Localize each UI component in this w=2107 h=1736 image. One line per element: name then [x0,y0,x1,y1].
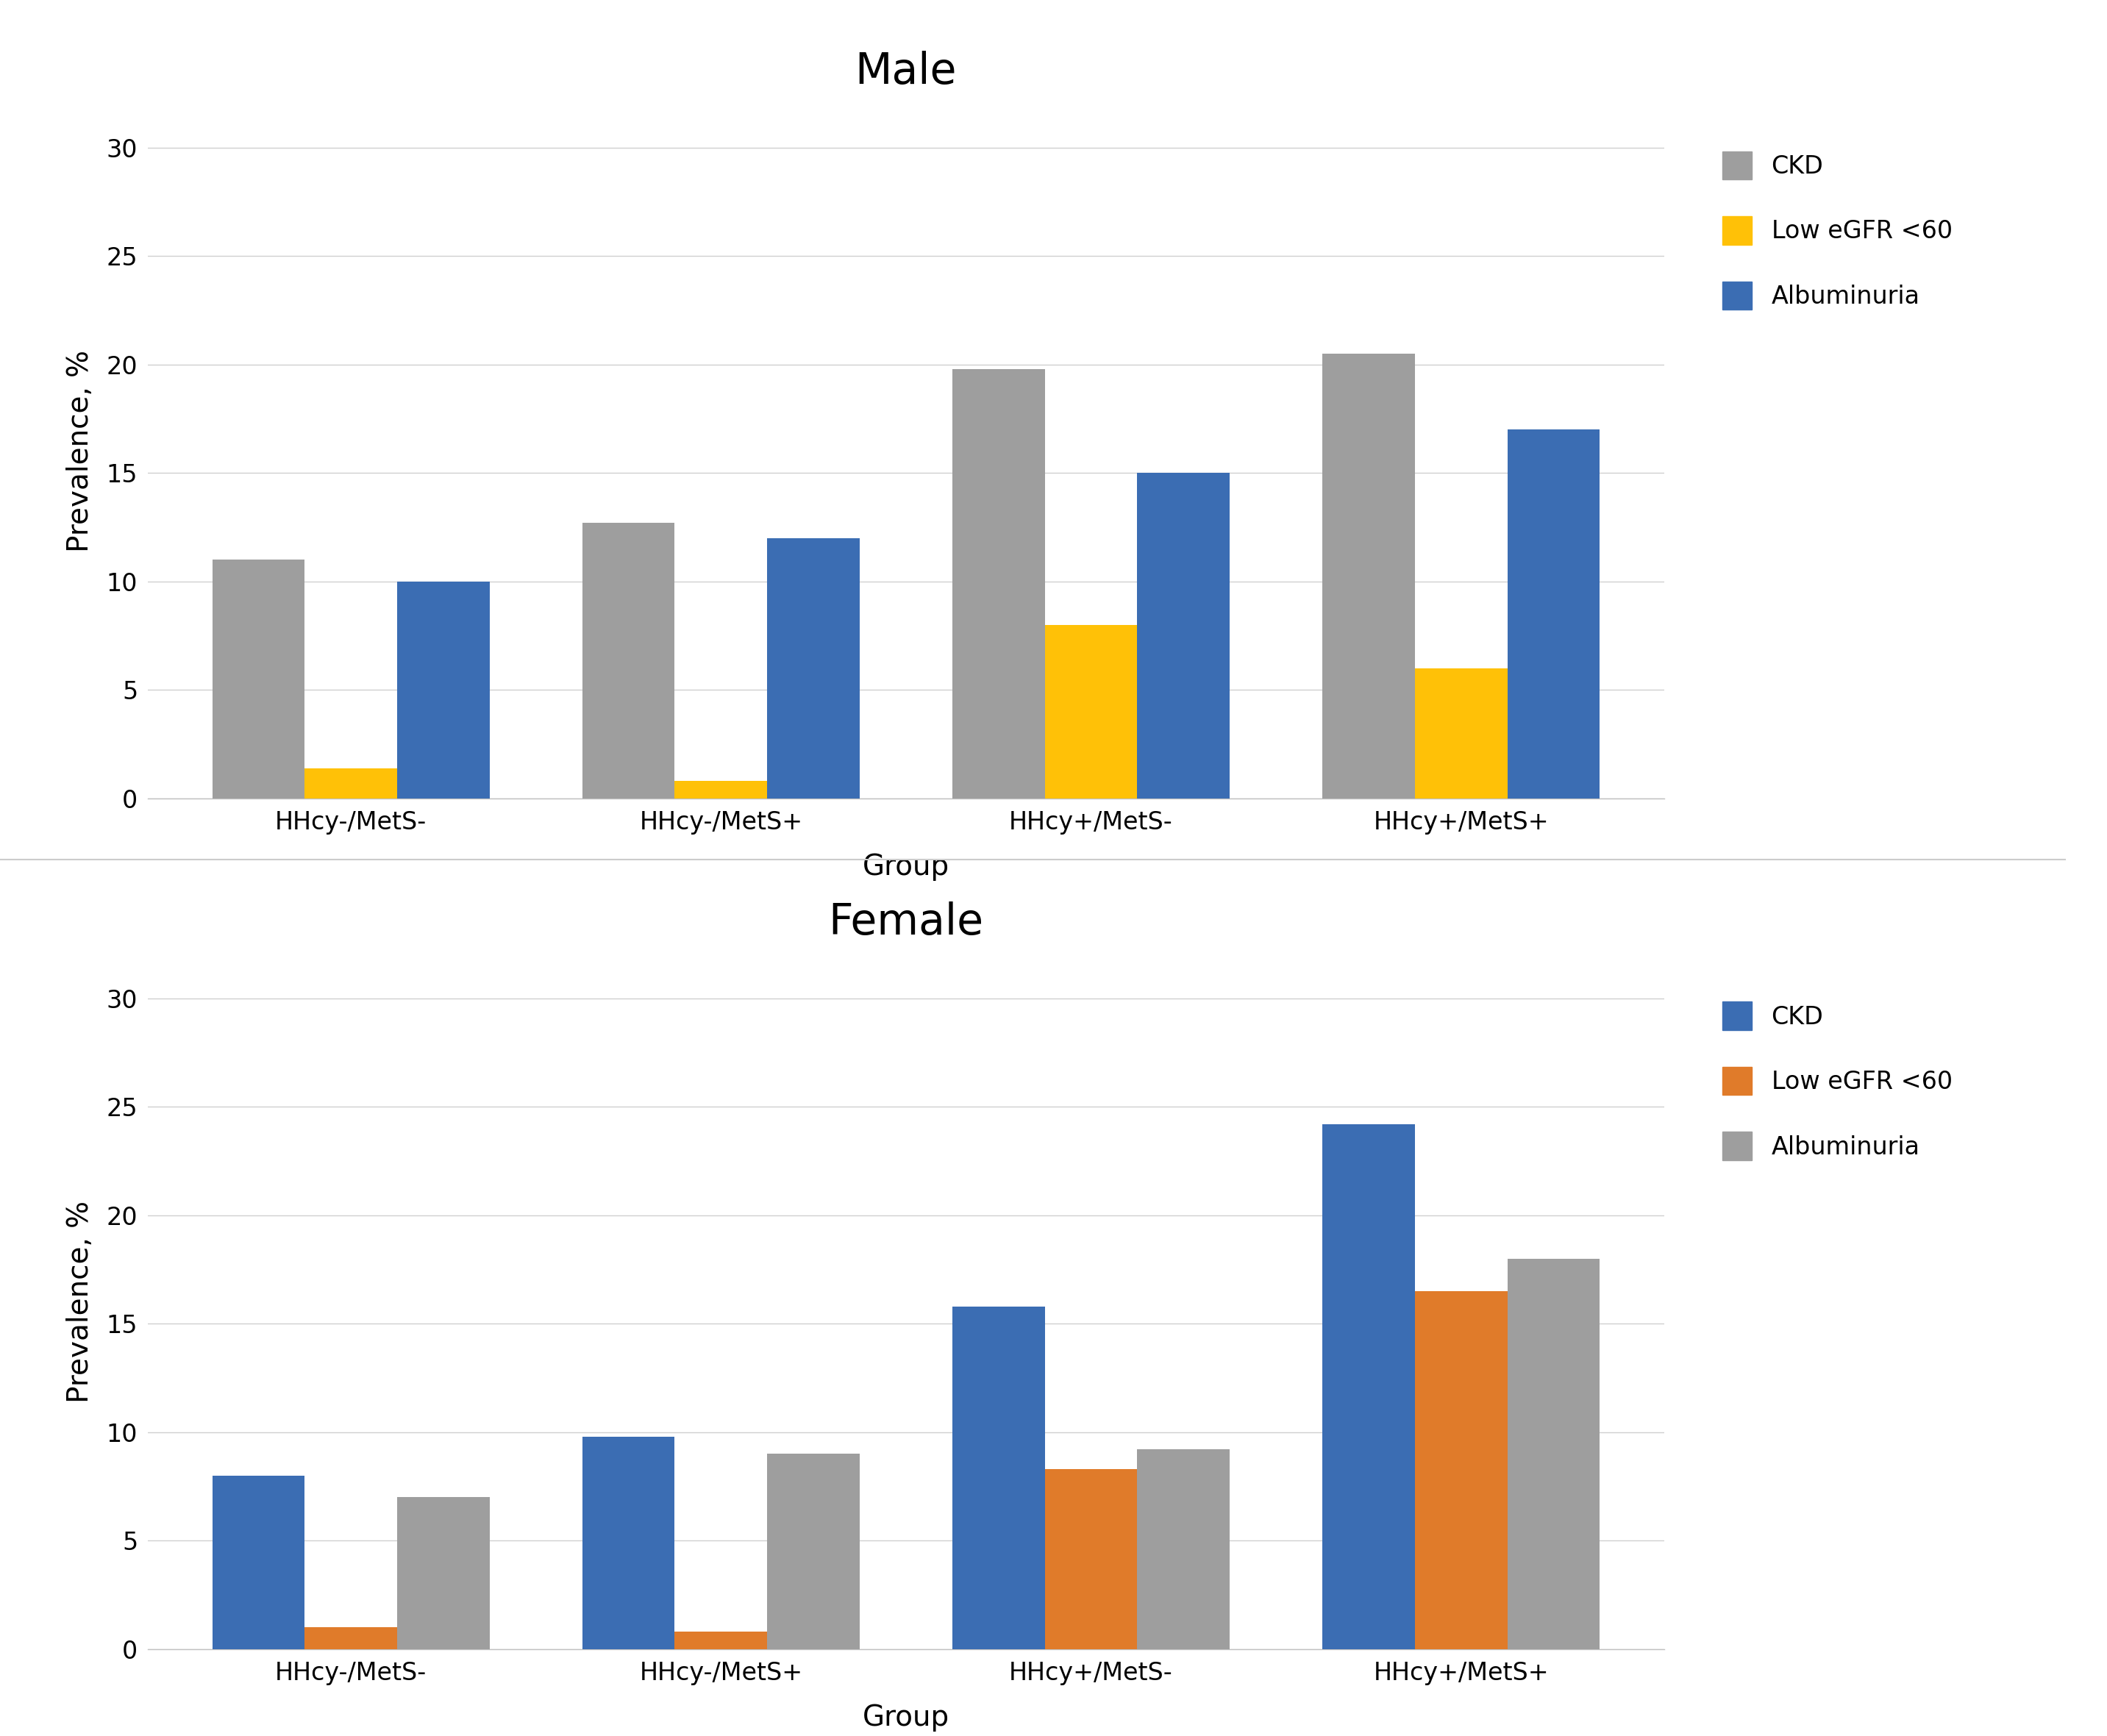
Bar [1507,429,1599,799]
Bar [306,767,398,799]
Bar [1414,668,1507,799]
Legend: CKD, Low eGFR <60, Albuminuria: CKD, Low eGFR <60, Albuminuria [1721,151,1953,309]
Bar [1138,1450,1230,1649]
Bar [1414,1292,1507,1649]
Bar [767,538,860,799]
Bar [952,1305,1045,1649]
Bar [398,1496,489,1649]
Bar [674,781,767,799]
Bar [1138,472,1230,799]
Bar [582,1437,674,1649]
X-axis label: Group: Group [862,1703,950,1731]
Bar [582,523,674,799]
Bar [1045,1469,1138,1649]
Bar [674,1632,767,1649]
Bar [1323,1125,1414,1649]
Y-axis label: Prevalence, %: Prevalence, % [65,1201,95,1403]
X-axis label: Group: Group [862,852,950,880]
Bar [767,1455,860,1649]
Bar [1323,354,1414,799]
Bar [1507,1259,1599,1649]
Bar [213,559,306,799]
Title: Male: Male [855,50,957,92]
Y-axis label: Prevalence, %: Prevalence, % [65,351,95,552]
Legend: CKD, Low eGFR <60, Albuminuria: CKD, Low eGFR <60, Albuminuria [1721,1002,1953,1160]
Title: Female: Female [828,901,984,943]
Bar [1045,625,1138,799]
Bar [306,1628,398,1649]
Bar [213,1476,306,1649]
Bar [952,370,1045,799]
Bar [398,582,489,799]
